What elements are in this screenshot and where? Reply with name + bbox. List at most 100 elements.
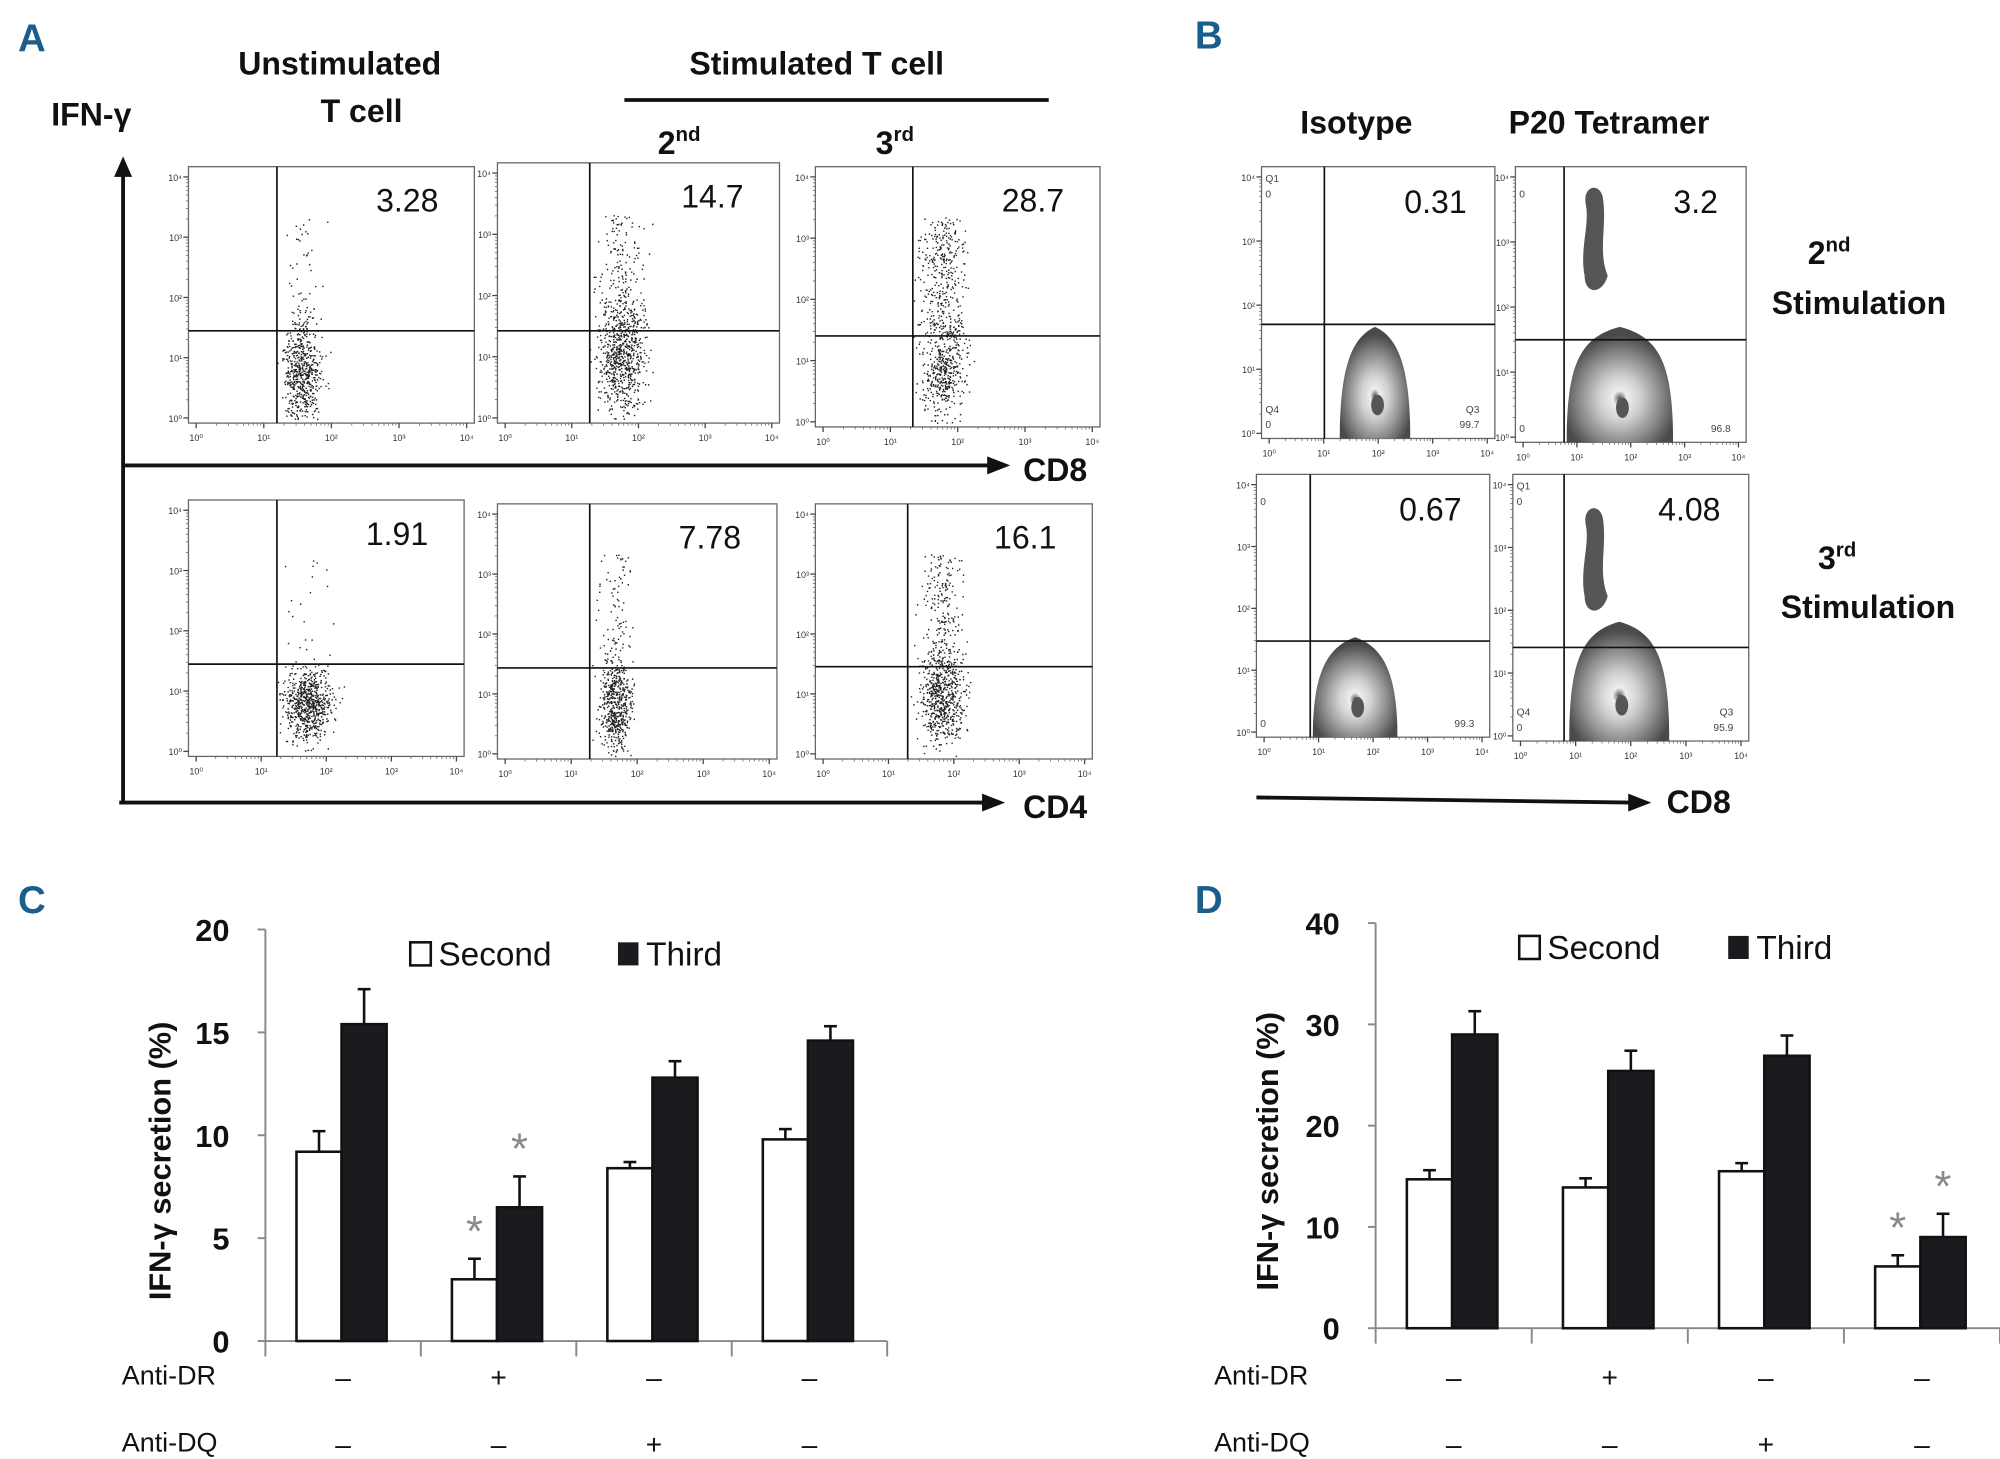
row-label-anti-dr: Anti-DR [122,1361,216,1391]
flow-a6-y-tick-label: 10² [796,630,809,640]
flow-a1-x-tick-label: 10² [325,433,338,443]
flow-b1-q1-name: Q1 [1265,174,1279,185]
flow-a4-x-tick-label: 10² [320,766,333,776]
flow-b3-density-peak [1351,696,1365,718]
flow-a5-y-tick-label: 10² [478,630,491,640]
flow-b4-x-tick-label: 10⁴ [1734,751,1748,761]
flow-b1-density-peak [1371,394,1384,416]
flow-a5-x-tick-label: 10⁴ [762,769,776,779]
b-cd8-arrow-head [1628,793,1652,812]
flow-b2-tetramer-positive-population [1583,187,1608,291]
bar-third-2 [1606,1069,1655,1330]
legend-label-third: Third [646,936,722,973]
y-tick-label: 10 [195,1119,229,1154]
flow-b1-x-tick-label: 10⁰ [1262,448,1276,458]
flow-a6-y-tick-label: 10⁴ [795,510,809,520]
row-label-stimulation-2: Stimulation [1772,285,1946,321]
flow-b2-x-tick-label: 10² [1624,452,1637,462]
flow-a3-x-tick-label: 10⁰ [816,437,830,447]
bar-second-2 [450,1278,499,1343]
flow-plot-a-1: 10⁰ 10⁰ 10¹ 10¹ 10² 10² 10³ 10³ 10⁴ 10⁴ 3.28 [168,166,476,443]
significance-asterisk: * [511,1126,528,1174]
flow-b4-q3-value: 95.9 [1713,723,1733,734]
flow-a1-x-tick-label: 10⁴ [460,433,474,443]
header-isotype: Isotype [1300,104,1412,140]
flow-plot-a-4: 10⁰ 10⁰ 10¹ 10¹ 10² 10² 10³ 10³ 10⁴ 10⁴ 1.91 [168,499,465,776]
flow-a6-y-tick-label: 10⁰ [795,750,809,760]
anti-dr-sign: + [1602,1361,1618,1393]
flow-a3-x-tick-label: 10⁴ [1085,437,1099,447]
flow-b3-x-tick-label: 10⁰ [1257,747,1271,757]
row-label-anti-dr: Anti-DR [1214,1361,1308,1391]
flow-plot-a-3: 10⁰ 10⁰ 10¹ 10¹ 10² 10² 10³ 10³ 10⁴ 10⁴ 28.7 [795,166,1101,447]
flow-a3-x-tick-label: 10¹ [884,437,897,447]
flow-b2-q3-value: 96.8 [1711,424,1731,435]
y-tick-label: 5 [212,1222,229,1257]
cd8-axis-label: CD8 [1023,452,1087,488]
flow-a1-events [276,219,332,421]
flow-b3-x-tick-label: 10⁴ [1475,747,1489,757]
flow-a2-quadrant-percent: 14.7 [681,179,743,215]
flow-a1-y-tick-label: 10⁰ [168,414,182,424]
flow-b1-y-tick-label: 10⁴ [1241,173,1255,183]
flow-a5-x-tick-label: 10¹ [565,769,578,779]
flow-a1-x-tick-label: 10⁰ [189,433,203,443]
flow-b1-x-tick-label: 10¹ [1317,448,1330,458]
chart-c: 0 5 10 15 20 * * Second Third IFN-γ secretion (%)… [122,913,889,1459]
flow-a6-x-tick-label: 10³ [1013,769,1026,779]
flow-a2-y-tick-label: 10⁴ [477,169,491,179]
flow-a3-x-tick-label: 10³ [1019,437,1032,447]
anti-dr-sign: – [1914,1361,1930,1393]
flow-b4-density-peak [1615,695,1629,716]
flow-b4-quadrant-percent: 4.08 [1658,492,1720,528]
flow-plot-a-2: 10⁰ 10⁰ 10¹ 10¹ 10² 10² 10³ 10³ 10⁴ 10⁴ 14.7 [477,162,781,443]
anti-dr-sign: – [802,1361,818,1393]
bar-third-3 [651,1076,699,1343]
anti-dq-sign: – [335,1428,351,1459]
anti-dr-sign: – [1446,1361,1462,1393]
bar-second-1 [1405,1178,1454,1330]
flow-b4-tetramer-positive-population [1583,508,1608,611]
flow-b2-y-tick-label: 10³ [1496,238,1509,248]
flow-b4-q4-name: Q4 [1517,707,1531,718]
flow-b1-y-tick-label: 10² [1242,301,1255,311]
flow-b1-quadrant-percent: 0.31 [1404,184,1466,220]
flow-a2-y-tick-label: 10² [478,291,491,301]
legend-label-second: Second [438,936,551,973]
flow-b2-density-peak [1616,397,1629,418]
flow-b3-x-tick-label: 10³ [1421,747,1434,757]
flow-a5-x-tick-label: 10² [631,769,644,779]
flow-a4-y-tick-label: 10¹ [169,687,182,697]
header-stimulated: Stimulated T cell [689,45,944,81]
flow-b4-y-tick-label: 10⁰ [1493,732,1507,742]
flow-a3-events [912,217,976,424]
y-tick-label: 20 [1306,1109,1340,1144]
y-tick-label: 30 [1306,1008,1340,1043]
contour-plot-b-4: 10⁰ 10⁰ 10¹ 10¹ 10² 10² 10³ 10³ 10⁴ 10⁴ 4.08 Q1 0 Q4 0… [1493,473,1750,761]
flow-a5-quadrant-percent: 7.78 [679,520,741,556]
y-tick-label: 0 [212,1325,229,1360]
flow-b1-main-population [1339,326,1411,439]
flow-b3-y-tick-label: 10¹ [1237,666,1250,676]
legend-label-third: Third [1756,930,1832,967]
flow-a4-events [277,560,346,752]
flow-b4-x-tick-label: 10⁰ [1514,751,1528,761]
flow-a6-x-tick-label: 10² [947,769,960,779]
anti-dr-sign: – [646,1361,662,1393]
flow-b2-q4-value: 0 [1519,424,1525,435]
flow-a4-y-tick-label: 10² [169,627,182,637]
flow-a6-y-tick-label: 10³ [796,570,809,580]
flow-b4-y-tick-label: 10¹ [1493,669,1506,679]
flow-a2-events [588,215,654,420]
flow-plot-a-6: 10⁰ 10⁰ 10¹ 10¹ 10² 10² 10³ 10³ 10⁴ 10⁴ 16.1 [795,503,1093,779]
flow-a1-y-tick-label: 10³ [169,233,182,243]
flow-b2-main-population [1566,326,1674,443]
flow-b4-main-population [1569,621,1670,742]
bar-second-4 [1873,1265,1922,1330]
flow-a4-quadrant-percent: 1.91 [366,516,428,552]
y-tick-label: 0 [1323,1312,1340,1347]
flow-b3-x-tick-label: 10² [1367,747,1380,757]
flow-plot-a-5: 10⁰ 10⁰ 10¹ 10¹ 10² 10² 10³ 10³ 10⁴ 10⁴ 7.78 [477,503,778,779]
flow-b2-x-tick-label: 10³ [1678,452,1691,462]
